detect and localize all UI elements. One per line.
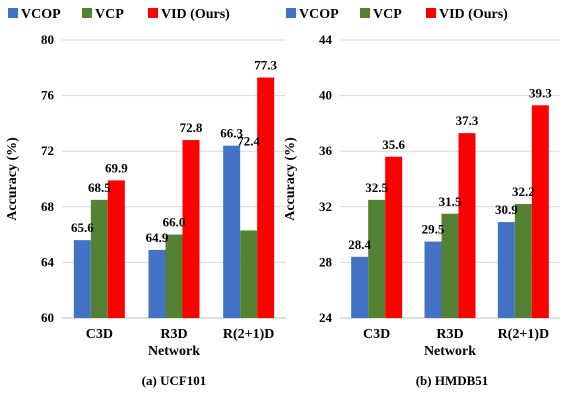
data-label: 66.0	[163, 215, 186, 230]
y-tick-label: 40	[319, 88, 332, 103]
data-label: 35.6	[382, 137, 405, 152]
x-tick-label: R(2+1)D	[223, 327, 275, 342]
y-axis-title: Accuracy (%)	[5, 137, 20, 221]
chart-panel-2: VCOP VCP VID (Ours) 24 28 32 36 40 44 Accuracy (%…	[283, 7, 560, 388]
y-tick-label: 72	[41, 143, 54, 158]
legend: VCOP VCP VID (Ours)	[286, 7, 508, 22]
legend-swatch	[426, 8, 436, 18]
legend-label: VID (Ours)	[439, 7, 508, 22]
data-label: 31.5	[439, 194, 462, 209]
x-tick-label: R3D	[160, 327, 187, 342]
data-label: 72.8	[180, 120, 203, 135]
data-label: 37.3	[456, 113, 479, 128]
bar-vcop	[424, 241, 442, 318]
data-label: 66.3	[220, 126, 243, 141]
chart-caption: (b) HMDB51	[416, 373, 489, 388]
bar-vid-ours	[531, 105, 549, 318]
bar-vcp	[441, 213, 459, 318]
legend-swatch	[286, 8, 296, 18]
bar-vid-ours	[257, 77, 275, 318]
chart-caption: (a) UCF101	[142, 373, 207, 388]
bar-vid-ours	[107, 180, 125, 318]
data-label: 32.5	[365, 180, 388, 195]
chart-panel-1: VCOP VCP VID (Ours) 60 64 68 72 76 80 Accuracy (%…	[5, 7, 286, 388]
y-axis-title: Accuracy (%)	[283, 137, 298, 221]
x-tick-label: R3D	[436, 327, 463, 342]
y-tick-label: 28	[319, 254, 333, 269]
bar-vcop	[73, 240, 91, 318]
bar-vcp	[90, 199, 108, 318]
data-label: 64.9	[146, 230, 169, 245]
x-tick-label: C3D	[86, 327, 113, 342]
data-label: 77.3	[254, 58, 277, 73]
bar-vcp	[165, 234, 183, 318]
data-label: 39.3	[529, 85, 552, 100]
legend-swatch	[148, 8, 158, 18]
legend: VCOP VCP VID (Ours)	[8, 7, 230, 22]
data-label: 29.5	[422, 222, 445, 237]
y-tick-label: 68	[41, 199, 55, 214]
legend-label: VID (Ours)	[161, 7, 230, 22]
data-label: 28.4	[348, 237, 371, 252]
y-tick-label: 24	[319, 310, 333, 325]
x-axis-title: Network	[148, 344, 200, 359]
bar-vcop	[223, 145, 241, 318]
legend-swatch	[82, 8, 92, 18]
legend-swatch	[8, 8, 18, 18]
y-tick-label: 76	[41, 88, 55, 103]
data-label: 32.2	[512, 184, 535, 199]
legend-label: VCP	[95, 7, 124, 22]
y-tick-label: 36	[319, 143, 333, 158]
bar-vcp	[368, 199, 386, 318]
y-tick-label: 44	[319, 32, 333, 47]
legend-swatch	[360, 8, 370, 18]
x-tick-label: R(2+1)D	[498, 327, 550, 342]
data-label: 69.9	[105, 160, 128, 175]
bar-vcop	[351, 256, 369, 318]
data-label: 65.6	[71, 220, 94, 235]
x-tick-label: C3D	[363, 327, 390, 342]
data-label: 68.5	[88, 180, 111, 195]
data-label: 72.4	[237, 134, 260, 149]
bar-vid-ours	[385, 156, 403, 318]
legend-label: VCP	[373, 7, 402, 22]
bar-vid-ours	[458, 133, 476, 318]
legend-label: VCOP	[299, 7, 339, 22]
x-axis-title: Network	[424, 344, 476, 359]
bar-vid-ours	[182, 140, 200, 318]
bar-vcop	[497, 222, 515, 318]
bar-vcop	[148, 249, 166, 318]
bar-vcp	[514, 204, 532, 318]
legend-label: VCOP	[21, 7, 61, 22]
y-tick-label: 64	[41, 254, 55, 269]
y-tick-label: 32	[319, 199, 332, 214]
y-tick-label: 60	[41, 310, 54, 325]
y-tick-label: 80	[41, 32, 54, 47]
data-label: 30.9	[495, 202, 518, 217]
bar-vcp	[240, 230, 258, 318]
